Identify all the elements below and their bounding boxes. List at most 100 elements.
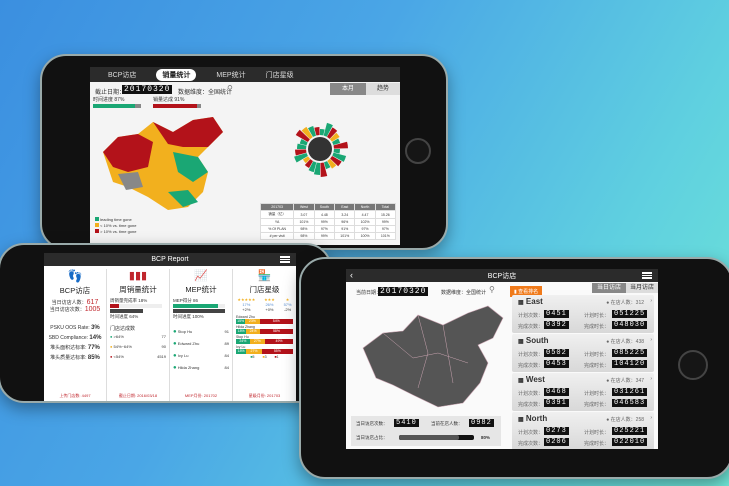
time-progress-label: 时间进度 87% bbox=[93, 97, 125, 103]
present-label: 当前在店人数： bbox=[431, 421, 463, 426]
tab-stars[interactable]: 门店星级 bbox=[265, 71, 294, 79]
weekly-sub: 门店达成数 bbox=[110, 326, 136, 332]
tab-sales[interactable]: 销量统计 bbox=[156, 68, 197, 81]
star-level: ★ 57% -2% bbox=[284, 297, 292, 312]
store-icon: 🏪 bbox=[257, 270, 272, 282]
plan-label: 计划次数： bbox=[518, 313, 544, 319]
people-count: 在店人数：312 bbox=[610, 300, 644, 306]
person-icon: ● bbox=[606, 378, 610, 384]
table-cell: # per visit bbox=[259, 232, 295, 240]
visit-title: BCP访店 bbox=[487, 272, 517, 280]
legend-under10: < 10% vs. time gone bbox=[100, 223, 137, 228]
tab-today[interactable]: 当日访店 bbox=[592, 283, 626, 293]
date-label-right: 当前日期： bbox=[356, 290, 382, 296]
region-name: South bbox=[525, 336, 549, 345]
date-value-right[interactable]: 20170320 bbox=[378, 287, 429, 296]
metric-row: 堆头面积达标率: 77% bbox=[44, 343, 106, 353]
date-value[interactable]: 20170320 bbox=[122, 85, 173, 94]
person-icon: ● bbox=[606, 300, 610, 306]
rate-value: 80% bbox=[481, 435, 491, 440]
mep-title: MEP统计 bbox=[185, 285, 217, 294]
star-segment: 55% bbox=[261, 349, 293, 354]
present-value: 0982 bbox=[469, 419, 494, 427]
radial-segment bbox=[320, 162, 328, 177]
plan-time-label: 计划时长： bbox=[584, 313, 610, 319]
star-level: ★★★★★ 17% +2% bbox=[237, 297, 255, 312]
weekly-rate-bar bbox=[110, 304, 162, 308]
star-segment: 24% bbox=[246, 329, 260, 334]
region-name: West bbox=[525, 375, 545, 384]
menu-icon[interactable] bbox=[280, 256, 290, 263]
table-header: 201703 bbox=[259, 203, 295, 211]
weekly-rate-label: 周销量完成率 18% bbox=[110, 298, 148, 303]
map-legend: leading time gone < 10% vs. time gone > … bbox=[95, 217, 136, 235]
region-card-north[interactable]: ▦ North ● 在店人数：258 › 计划次数： 0273 完成次数： 02… bbox=[512, 412, 654, 449]
radial-center bbox=[308, 137, 332, 161]
tab-mep[interactable]: MEP统计 bbox=[216, 71, 246, 79]
person-name: Edward Zhu bbox=[236, 315, 255, 319]
legend-over10: > 10% vs. time gone bbox=[100, 229, 137, 234]
table-cell: 3.24 bbox=[334, 210, 356, 219]
chevron-right-icon[interactable]: › bbox=[650, 376, 652, 382]
done-time: 046583 bbox=[612, 399, 648, 407]
region-card-south[interactable]: ▦ South ● 在店人数：438 › 计划次数： 0502 完成次数： 04… bbox=[512, 334, 654, 372]
ranking-button[interactable]: ▮ 查看排名 bbox=[510, 286, 543, 297]
region-card-west[interactable]: ▦ West ● 在店人数：347 › 计划次数： 0468 完成次数： 039… bbox=[512, 373, 654, 411]
star-segment: 24% bbox=[236, 339, 250, 344]
store-reach-row: ● <54% 4519 bbox=[110, 352, 166, 362]
menu-icon-right[interactable] bbox=[642, 272, 652, 279]
person-name: Ivy Lu bbox=[236, 345, 246, 349]
metric-value: 14% bbox=[89, 335, 102, 341]
table-cell: 98% bbox=[293, 232, 315, 240]
radial-chart[interactable] bbox=[280, 109, 360, 189]
reach-label: 54%~64% bbox=[113, 344, 132, 349]
search-icon-right[interactable]: ⚲ bbox=[489, 285, 495, 294]
metric-row: SBD Compliance: 14% bbox=[44, 333, 106, 343]
star-pct: 57% bbox=[283, 302, 292, 307]
mep-person-row: ● Stop Hu 91 bbox=[173, 326, 229, 338]
chevron-right-icon[interactable]: › bbox=[650, 415, 652, 421]
dimension-label[interactable]: 数据维度：全国统计 bbox=[178, 90, 233, 96]
radial-segment bbox=[323, 161, 331, 170]
rate-label: 当日访店占比： bbox=[356, 435, 388, 440]
table-cell: 96% bbox=[334, 218, 356, 226]
done-count: 0391 bbox=[544, 399, 569, 407]
stars-title: 门店星级 bbox=[249, 285, 280, 294]
china-visit-map[interactable] bbox=[358, 303, 508, 413]
metric-value: 77% bbox=[87, 345, 100, 351]
star-level: ★★★ 26% +0% bbox=[264, 297, 275, 312]
radial-segment bbox=[333, 141, 348, 149]
tab-month[interactable]: 当月访店 bbox=[626, 283, 658, 293]
back-icon[interactable]: ‹ bbox=[350, 270, 353, 280]
toggle-trend[interactable]: 趋势 bbox=[366, 83, 400, 95]
rate-bar bbox=[399, 435, 474, 440]
table-cell: 100% bbox=[354, 232, 376, 240]
plan-time-label: 计划时长： bbox=[584, 352, 610, 358]
table-cell: 99% bbox=[313, 232, 336, 240]
tab-bcp[interactable]: BCP访店 bbox=[108, 71, 137, 79]
plan-count: 0273 bbox=[544, 427, 569, 435]
dimension-right[interactable]: 数据维度：全国统计 bbox=[441, 290, 487, 296]
person-name: Stop Hu bbox=[177, 329, 193, 334]
sales-screen: BCP访店 销量统计 MEP统计 门店星级 截止日期： 20170320 数据维… bbox=[90, 67, 400, 245]
ranking-label: 查看排名 bbox=[518, 289, 539, 295]
radial-segment bbox=[301, 126, 313, 140]
toggle-month[interactable]: 本月 bbox=[330, 83, 366, 95]
home-button-right[interactable] bbox=[678, 350, 708, 380]
chevron-right-icon[interactable]: › bbox=[650, 337, 652, 343]
chevron-right-icon[interactable]: › bbox=[650, 298, 652, 304]
star-segment: 27% bbox=[249, 339, 266, 344]
star-segment: 18% bbox=[236, 329, 247, 334]
mep-time-label: 时间进度 100% bbox=[173, 314, 204, 319]
home-button[interactable] bbox=[405, 138, 431, 164]
region-card-east[interactable]: ▦ East ● 在店人数：312 › 计划次数： 0451 完成次数： 039… bbox=[512, 295, 654, 333]
table-cell: 99% bbox=[374, 218, 397, 226]
search-icon[interactable]: ⚲ bbox=[227, 84, 233, 93]
table-cell: 4.47 bbox=[354, 210, 376, 219]
person-icon: ● bbox=[606, 339, 610, 345]
person-name: Ivy Lu bbox=[177, 353, 189, 358]
metric-row: 堆头质量达标率: 85% bbox=[44, 353, 106, 363]
china-sales-map[interactable] bbox=[98, 112, 238, 212]
sales-progress-label: 销量达成 91% bbox=[153, 97, 185, 103]
radial-segment bbox=[299, 138, 308, 146]
